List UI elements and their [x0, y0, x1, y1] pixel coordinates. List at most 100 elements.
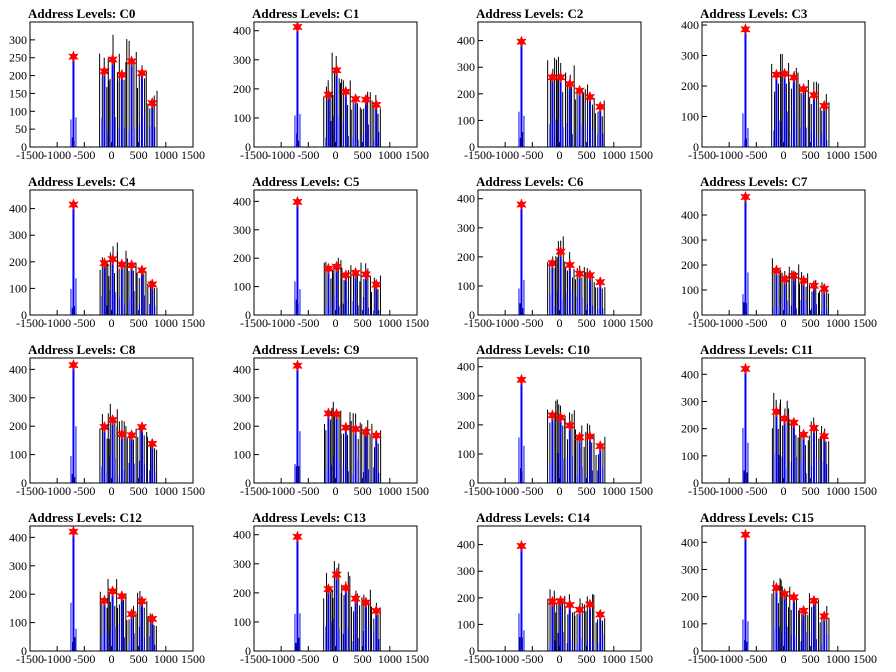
peak-marker [350, 422, 361, 436]
x-tick-label: -1000 [491, 148, 519, 162]
y-tick-label: 100 [681, 449, 699, 463]
x-tick-label: 500 [802, 148, 820, 162]
x-tick-label: -1000 [43, 652, 71, 666]
x-tick-label: -1500 [240, 484, 268, 498]
x-tick-label: 1500 [181, 316, 205, 330]
peak-marker [818, 430, 830, 443]
x-tick-label: 500 [802, 316, 820, 330]
peak-marker [740, 528, 751, 541]
peak-marker [574, 267, 585, 280]
peak-marker [126, 55, 137, 68]
chart-title: Address Levels: C4 [28, 174, 136, 189]
peak-marker [818, 610, 830, 623]
x-tick-label: 1500 [405, 652, 429, 666]
peak-marker [323, 582, 334, 596]
plot-frame [253, 21, 418, 148]
x-tick-label: 1000 [602, 316, 626, 330]
x-tick-label: 0 [109, 316, 115, 330]
peak-marker [594, 608, 606, 621]
y-tick-label: 400 [681, 535, 699, 549]
x-tick-label: -500 [297, 148, 319, 162]
peak-marker [146, 437, 158, 450]
peak-marker [116, 589, 128, 603]
x-tick-label: 1000 [602, 652, 626, 666]
x-tick-label: 0 [557, 652, 563, 666]
chart-title: Address Levels: C11 [700, 342, 813, 357]
y-tick-label: 200 [233, 586, 251, 600]
chart-panel: Address Levels: C5 0 100 200 300 400 -1500 -100… [233, 174, 429, 330]
peak-marker [740, 362, 751, 376]
x-tick-label: 1500 [853, 316, 877, 330]
peak-marker [292, 20, 303, 34]
plot-frame [701, 525, 866, 652]
peak-marker [818, 99, 830, 113]
y-tick-label: 400 [233, 362, 251, 376]
chart-panel: Address Levels: C10 0 100 200 300 400 -1500 -10… [457, 342, 653, 498]
peak-marker [516, 539, 527, 553]
y-tick-label: 100 [233, 615, 251, 629]
chart-title: Address Levels: C15 [700, 510, 814, 525]
x-tick-label: 1000 [826, 316, 850, 330]
y-tick-label: 400 [681, 18, 699, 32]
x-tick-label: 1000 [378, 316, 402, 330]
y-tick-label: 100 [9, 448, 27, 462]
x-tick-label: -500 [521, 652, 543, 666]
x-tick-label: -1500 [240, 148, 268, 162]
y-tick-label: 100 [9, 281, 27, 295]
peak-marker [340, 269, 352, 282]
x-tick-label: -500 [745, 316, 767, 330]
chart-title: Address Levels: C6 [476, 174, 584, 189]
y-tick-label: 200 [457, 87, 475, 101]
y-tick-label: 200 [9, 69, 27, 83]
y-tick-label: 400 [457, 192, 475, 206]
peak-marker [340, 85, 352, 98]
peak-marker [798, 82, 809, 96]
peak-marker [126, 429, 137, 442]
x-tick-label: 500 [130, 484, 148, 498]
y-tick-label: 200 [9, 419, 27, 433]
y-tick-label: 0 [693, 140, 699, 154]
x-tick-label: -500 [297, 316, 319, 330]
x-tick-label: -500 [73, 148, 95, 162]
peak-marker [547, 595, 558, 608]
peak-marker [594, 275, 606, 289]
y-tick-label: 0 [21, 644, 27, 658]
chart-title: Address Levels: C7 [700, 174, 808, 189]
peak-marker [136, 595, 148, 608]
peak-marker [564, 419, 576, 432]
peak-marker [68, 50, 79, 63]
peak-marker [779, 67, 790, 81]
plot-frame [701, 189, 866, 316]
x-tick-label: -1000 [43, 484, 71, 498]
chart-title: Address Levels: C5 [252, 174, 360, 189]
chart-panel: Address Levels: C12 0 100 200 300 400 -1500 -10… [9, 510, 205, 666]
y-tick-label: 0 [245, 140, 251, 154]
plot-frame [29, 189, 194, 316]
y-tick-label: 200 [9, 255, 27, 269]
y-tick-label: 300 [9, 228, 27, 242]
peak-marker [323, 88, 334, 101]
y-tick-label: 400 [233, 194, 251, 208]
y-tick-label: 100 [233, 448, 251, 462]
peak-marker [331, 64, 342, 77]
chart-panel: Address Levels: C11 0 100 200 300 400 -1500 -10… [681, 342, 877, 498]
y-tick-label: 300 [233, 53, 251, 67]
x-tick-label: -1000 [491, 316, 519, 330]
x-tick-label: 1500 [405, 484, 429, 498]
y-tick-label: 250 [9, 51, 27, 65]
peak-marker [798, 274, 809, 287]
peak-marker [594, 439, 606, 453]
x-tick-label: 1000 [826, 484, 850, 498]
x-tick-label: -1500 [688, 148, 716, 162]
y-tick-label: 300 [681, 394, 699, 408]
x-tick-label: 500 [578, 148, 596, 162]
x-tick-label: 1500 [853, 484, 877, 498]
x-tick-label: 1000 [826, 148, 850, 162]
x-tick-label: 1000 [826, 652, 850, 666]
chart-panel: Address Levels: C8 0 100 200 300 400 -1500 -100… [9, 342, 205, 498]
peak-marker [547, 71, 558, 84]
chart-panel: Address Levels: C4 0 100 200 300 400 -1500 -100… [9, 174, 205, 330]
y-tick-label: 100 [457, 279, 475, 293]
y-tick-label: 300 [681, 233, 699, 247]
peak-marker [555, 594, 566, 608]
